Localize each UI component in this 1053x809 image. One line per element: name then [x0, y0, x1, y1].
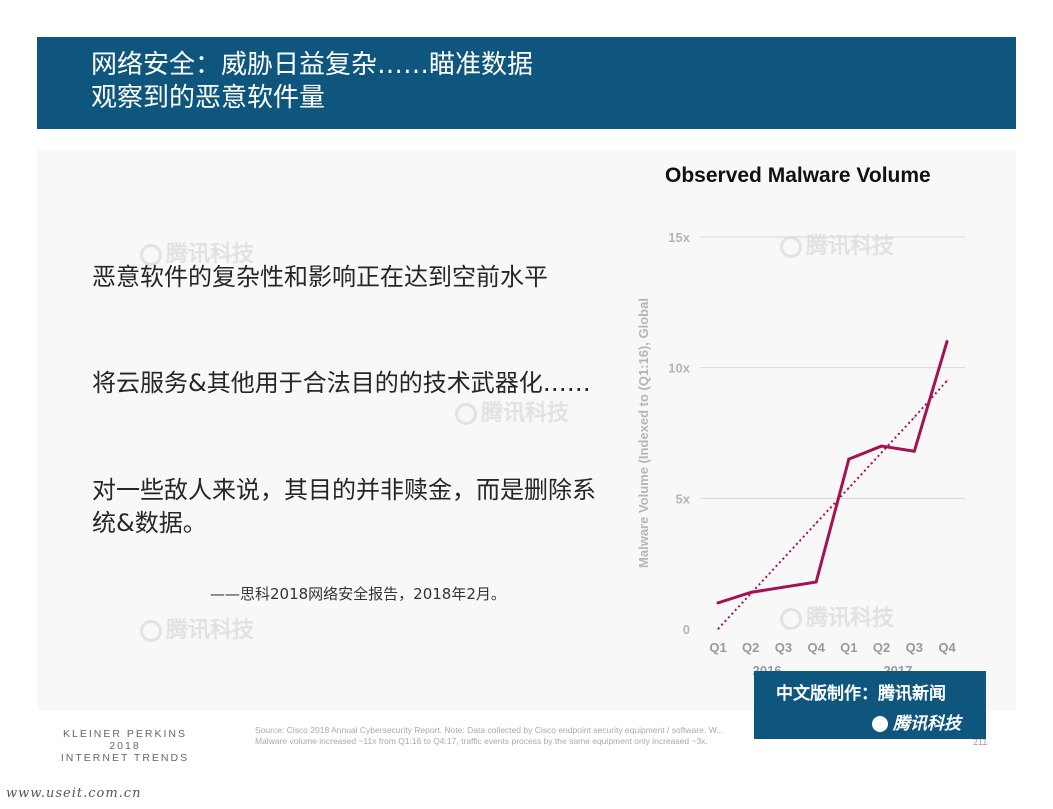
x-tick-label: Q4 [938, 640, 956, 655]
x-tick-label: Q2 [742, 640, 759, 655]
data-point [945, 340, 949, 344]
watermark: 腾讯科技 [455, 395, 569, 427]
producer-badge: 中文版制作：腾讯新闻 腾讯科技 [754, 671, 986, 739]
watermark-logo-icon [455, 403, 477, 425]
brand-line: INTERNET TRENDS [60, 752, 190, 764]
badge-line: 中文版制作：腾讯新闻 [776, 684, 946, 704]
x-tick-label: Q4 [807, 640, 825, 655]
brand-line: 2018 [109, 740, 141, 752]
data-point [814, 580, 818, 584]
x-tick-label: Q3 [775, 640, 792, 655]
y-tick-label: 0 [683, 622, 690, 637]
data-point [847, 457, 851, 461]
trend-point [848, 487, 850, 489]
page-title: 网络安全：威胁日益复杂……瞄准数据 [91, 50, 534, 80]
x-tick-label: Q1 [709, 640, 726, 655]
watermark: 腾讯科技 [780, 228, 894, 260]
kpcb-logo: KLEINER PERKINS 2018 INTERNET TRENDS [50, 728, 200, 764]
source-line: Malware volume increased ~11x from Q1:16… [255, 736, 708, 746]
watermark: 腾讯科技 [140, 612, 254, 644]
site-url: www.useit.com.cn [6, 786, 142, 801]
trend-point [717, 628, 719, 630]
badge-line: 腾讯科技 [872, 709, 961, 734]
tencent-logo-icon [872, 716, 888, 732]
watermark: 腾讯科技 [140, 236, 254, 268]
watermark-logo-icon [780, 608, 802, 630]
trend-point [946, 380, 948, 382]
data-point [912, 449, 916, 453]
data-point [781, 585, 785, 589]
watermark-logo-icon [140, 620, 162, 642]
brand-line: KLEINER PERKINS [63, 728, 187, 740]
y-tick-label: 5x [676, 491, 691, 506]
trend-line [717, 380, 948, 630]
bullet-text: 恶意软件的复杂性和影响正在达到空前水平 [92, 263, 548, 291]
citation: ——思科2018网络安全报告，2018年2月。 [210, 585, 506, 603]
y-tick-label: 10x [668, 361, 690, 376]
data-point [716, 601, 720, 605]
trend-point [913, 416, 915, 418]
page-number: 211 [973, 737, 988, 747]
x-tick-label: Q1 [840, 640, 857, 655]
y-tick-label: 15x [668, 230, 690, 245]
content-panel [37, 150, 1016, 710]
x-tick-label: Q2 [873, 640, 890, 655]
trend-point [750, 593, 752, 595]
watermark-logo-icon [140, 244, 162, 266]
page-subtitle: 观察到的恶意软件量 [91, 83, 326, 113]
source-note: Source: Cisco 2018 Annual Cybersecurity … [255, 725, 795, 747]
x-tick-label: Q3 [906, 640, 923, 655]
trend-point [815, 522, 817, 524]
source-line: Source: Cisco 2018 Annual Cybersecurity … [255, 725, 724, 735]
bullet-text: 对一些敌人来说，其目的并非赎金，而是删除系统&数据。 [92, 476, 596, 537]
trend-point [782, 557, 785, 560]
watermark: 腾讯科技 [780, 600, 894, 632]
series-line [717, 341, 949, 605]
trend-point [880, 452, 883, 454]
y-axis-label: Malware Volume (Indexed to (Q1:16), Glob… [636, 298, 651, 568]
data-point [880, 444, 884, 448]
malware-volume-chart: 0 5x 10x 15x Malware Volume (Indexed to (Q1:… [636, 230, 965, 675]
title-banner: 网络安全：威胁日益复杂……瞄准数据 观察到的恶意软件量 [37, 37, 1016, 129]
bullet-text: 将云服务&其他用于合法目的的技术武器化…… [92, 369, 591, 397]
chart-title: Observed Malware Volume [665, 164, 931, 187]
